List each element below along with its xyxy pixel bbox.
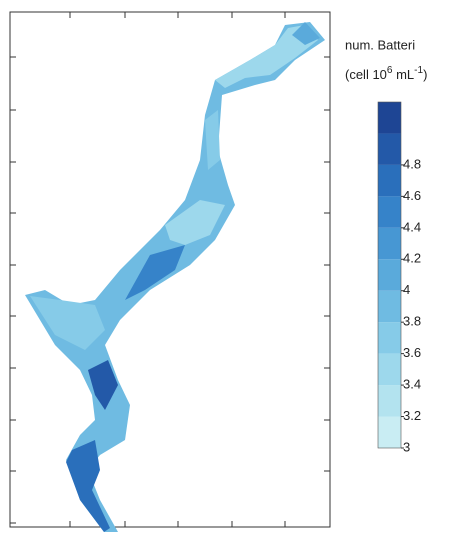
- legend-title: num. Batteri: [345, 37, 415, 52]
- colorbar-segment: [378, 196, 401, 228]
- colorbar-segment: [378, 385, 401, 417]
- colorbar-tick-label: 4.4: [403, 219, 421, 234]
- colorbar-tick-label: 3.4: [403, 377, 421, 392]
- lake-zone: [88, 360, 118, 410]
- colorbar-tick-label: 3.2: [403, 408, 421, 423]
- colorbar-segment: [378, 353, 401, 386]
- colorbar-segment: [378, 164, 401, 197]
- lake-zone: [30, 296, 105, 350]
- colorbar-segment: [378, 290, 401, 323]
- colorbar-tick-label: 3: [403, 439, 410, 454]
- colorbar-segment: [378, 102, 401, 134]
- colorbar-segment: [378, 133, 401, 165]
- frame-ticks: [10, 12, 330, 527]
- colorbar-tick-label: 4: [403, 282, 410, 297]
- lake: [25, 22, 325, 532]
- colorbar-tick-label: 3.6: [403, 345, 421, 360]
- unit-sup: -1: [414, 65, 423, 76]
- unit-text: ): [423, 67, 427, 82]
- map-frame: [9, 11, 331, 528]
- lake-shape: [25, 22, 325, 532]
- colorbar-segment: [378, 416, 401, 448]
- colorbar-border: [377, 101, 402, 449]
- unit-text: mL: [392, 67, 414, 82]
- lake-zone: [205, 110, 220, 170]
- unit-sup: 6: [387, 65, 393, 76]
- colorbar-segment: [378, 322, 401, 354]
- colorbar-segment: [378, 227, 401, 260]
- colorbar: 3 3.2 3.4 3.6 3.8 4 4.2 4.4 4.6 4.8: [377, 101, 421, 454]
- unit-text: (cell 10: [345, 67, 387, 82]
- lake-zone: [292, 22, 320, 45]
- lake-zone: [125, 245, 185, 300]
- colorbar-tick-label: 4.8: [403, 156, 421, 171]
- colorbar-tick-label: 4.6: [403, 188, 421, 203]
- colorbar-tick-label: 4.2: [403, 251, 421, 266]
- lake-zone: [165, 200, 225, 245]
- legend-unit: (cell 106 mL-1): [345, 65, 427, 83]
- colorbar-segment: [378, 259, 401, 291]
- colorbar-tick-label: 3.8: [403, 314, 421, 329]
- lake-zone: [215, 25, 318, 88]
- lake-zone: [66, 440, 110, 532]
